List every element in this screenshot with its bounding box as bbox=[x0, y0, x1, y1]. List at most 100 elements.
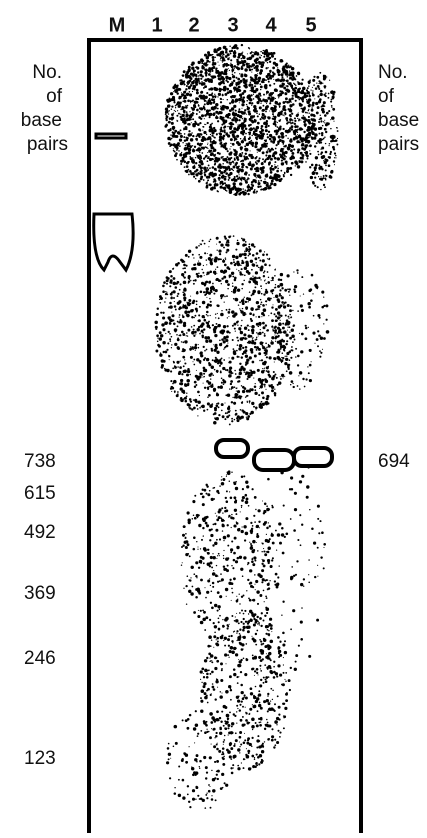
speckle bbox=[226, 490, 228, 492]
speckle bbox=[161, 323, 164, 326]
speckle bbox=[301, 524, 303, 526]
speckle bbox=[177, 110, 178, 111]
speckle bbox=[224, 645, 226, 647]
speckle bbox=[217, 250, 218, 251]
speckle bbox=[281, 533, 284, 536]
speckle bbox=[270, 170, 271, 171]
speckle bbox=[223, 129, 225, 131]
speckle bbox=[330, 128, 332, 130]
speckle bbox=[317, 345, 319, 347]
speckle bbox=[262, 105, 264, 107]
speckle bbox=[209, 109, 211, 111]
speckle bbox=[230, 551, 232, 553]
speckle bbox=[223, 247, 225, 249]
speckle bbox=[245, 306, 248, 309]
speckle bbox=[171, 105, 173, 107]
speckle bbox=[290, 576, 293, 579]
speckle bbox=[273, 676, 276, 679]
speckle bbox=[261, 569, 264, 572]
speckle bbox=[228, 515, 230, 517]
speckle bbox=[212, 171, 213, 172]
speckle bbox=[179, 79, 181, 81]
speckle bbox=[323, 296, 324, 297]
speckle bbox=[250, 388, 252, 390]
speckle bbox=[196, 328, 199, 331]
speckle bbox=[256, 177, 257, 178]
speckle bbox=[217, 778, 219, 780]
speckle bbox=[219, 88, 222, 91]
speckle bbox=[228, 732, 231, 735]
speckle bbox=[221, 668, 223, 670]
speckle bbox=[221, 476, 222, 477]
speckle bbox=[222, 59, 224, 61]
speckle bbox=[226, 249, 229, 252]
speckle bbox=[286, 322, 289, 325]
speckle bbox=[247, 342, 249, 344]
speckle bbox=[200, 91, 203, 94]
speckle bbox=[196, 304, 198, 306]
speckle bbox=[233, 713, 235, 715]
speckle bbox=[266, 157, 269, 160]
speckle bbox=[217, 190, 219, 192]
speckle bbox=[241, 61, 244, 64]
speckle bbox=[270, 72, 271, 73]
speckle bbox=[258, 180, 260, 182]
speckle bbox=[239, 363, 241, 365]
speckle bbox=[325, 95, 327, 97]
speckle bbox=[175, 88, 178, 91]
speckle bbox=[297, 385, 299, 387]
speckle bbox=[229, 50, 231, 52]
speckle bbox=[194, 165, 195, 166]
speckle bbox=[319, 82, 322, 85]
speckle bbox=[218, 414, 220, 416]
speckle bbox=[256, 262, 257, 263]
speckle bbox=[226, 88, 229, 91]
speckle bbox=[211, 718, 212, 719]
speckle bbox=[210, 141, 212, 143]
speckle bbox=[192, 135, 194, 137]
speckle bbox=[259, 722, 261, 724]
speckle bbox=[227, 317, 228, 318]
speckle bbox=[334, 152, 336, 154]
speckle bbox=[197, 615, 200, 618]
speckle bbox=[256, 112, 258, 114]
speckle bbox=[172, 268, 174, 270]
speckle bbox=[188, 130, 190, 132]
speckle bbox=[206, 349, 208, 351]
speckle bbox=[287, 316, 289, 318]
speckle bbox=[243, 298, 245, 300]
speckle bbox=[239, 90, 241, 92]
speckle bbox=[225, 184, 228, 187]
speckle bbox=[259, 176, 262, 179]
speckle bbox=[289, 337, 292, 340]
speckle bbox=[262, 346, 265, 349]
speckle bbox=[233, 352, 236, 355]
speckle bbox=[180, 102, 182, 104]
speckle bbox=[282, 643, 285, 646]
speckle bbox=[215, 183, 216, 184]
speckle bbox=[289, 689, 291, 691]
speckle bbox=[233, 162, 234, 163]
speckle bbox=[196, 370, 197, 371]
speckle bbox=[285, 672, 287, 674]
speckle bbox=[222, 62, 223, 63]
speckle bbox=[274, 331, 277, 334]
speckle bbox=[188, 250, 191, 253]
speckle bbox=[337, 130, 339, 132]
speckle bbox=[214, 48, 217, 51]
speckle bbox=[180, 360, 181, 361]
speckle bbox=[270, 290, 273, 293]
speckle bbox=[196, 101, 199, 104]
speckle bbox=[274, 313, 276, 315]
speckle bbox=[182, 142, 183, 143]
speckle bbox=[265, 139, 267, 141]
speckle bbox=[209, 561, 212, 564]
speckle bbox=[194, 742, 195, 743]
speckle bbox=[208, 88, 210, 90]
speckle bbox=[249, 610, 253, 614]
speckle bbox=[217, 581, 219, 583]
speckle bbox=[270, 624, 273, 627]
speckle bbox=[188, 282, 190, 284]
speckle bbox=[280, 376, 281, 377]
speckle bbox=[257, 674, 258, 675]
